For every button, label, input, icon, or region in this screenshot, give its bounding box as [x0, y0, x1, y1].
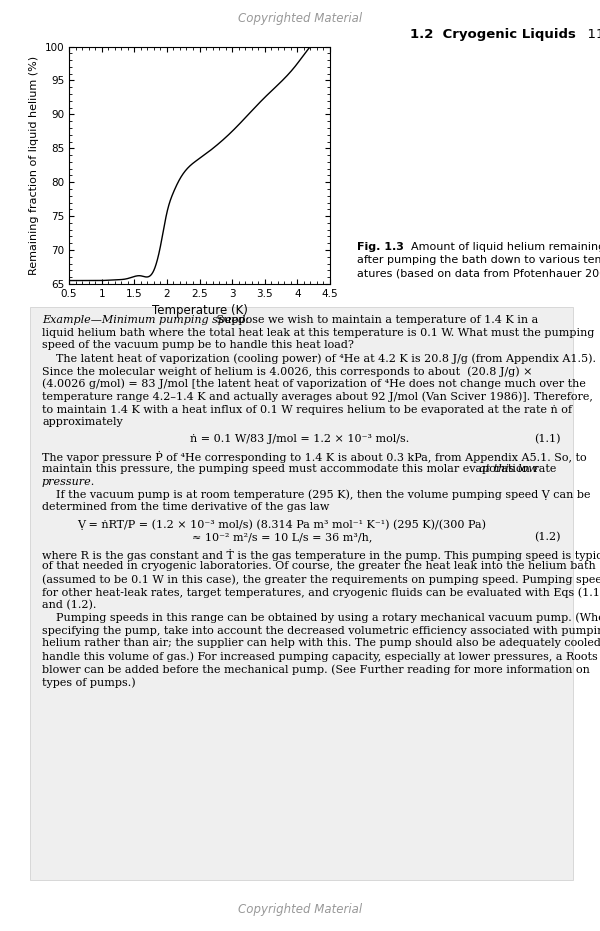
Text: of that needed in cryogenic laboratories. Of course, the greater the heat leak i: of that needed in cryogenic laboratories… [42, 561, 596, 572]
Text: Since the molecular weight of helium is 4.0026, this corresponds to about  (20.8: Since the molecular weight of helium is … [42, 366, 533, 377]
Text: The vapor pressure Ṗ of ⁴He corresponding to 1.4 K is about 0.3 kPa, from Append: The vapor pressure Ṗ of ⁴He correspondin… [42, 451, 587, 463]
Text: Pumping speeds in this range can be obtained by using a rotary mechanical vacuum: Pumping speeds in this range can be obta… [42, 613, 600, 624]
Text: determined from the time derivative of the gas law: determined from the time derivative of t… [42, 502, 329, 512]
Text: approximately: approximately [42, 417, 123, 427]
Text: after pumping the bath down to various temper-: after pumping the bath down to various t… [357, 255, 600, 265]
Text: and (1.2).: and (1.2). [42, 600, 97, 610]
Text: If the vacuum pump is at room temperature (295 K), then the volume pumping speed: If the vacuum pump is at room temperatur… [42, 490, 590, 500]
Text: (1.1): (1.1) [535, 434, 561, 444]
Text: 11: 11 [579, 28, 600, 41]
Text: liquid helium bath where the total heat leak at this temperature is 0.1 W. What : liquid helium bath where the total heat … [42, 328, 595, 338]
Text: Ṿ = ṅRT/P = (1.2 × 10⁻³ mol/s) (8.314 Pa m³ mol⁻¹ K⁻¹) (295 K)/(300 Pa): Ṿ = ṅRT/P = (1.2 × 10⁻³ mol/s) (8.314 Pa… [77, 519, 487, 530]
Text: Copyrighted Material: Copyrighted Material [238, 11, 362, 24]
Text: temperature range 4.2–1.4 K and actually averages about 92 J/mol (Van Sciver 198: temperature range 4.2–1.4 K and actually… [42, 392, 593, 402]
Text: for other heat-leak rates, target temperatures, and cryogenic fluids can be eval: for other heat-leak rates, target temper… [42, 587, 600, 598]
Text: Example—Minimum pumping speed:: Example—Minimum pumping speed: [42, 315, 249, 325]
Text: ≈ 10⁻² m²/s = 10 L/s = 36 m³/h,: ≈ 10⁻² m²/s = 10 L/s = 36 m³/h, [192, 532, 372, 542]
Text: maintain this pressure, the pumping speed must accommodate this molar evaporatio: maintain this pressure, the pumping spee… [42, 464, 560, 474]
Text: Amount of liquid helium remaining: Amount of liquid helium remaining [404, 242, 600, 252]
Text: Fig. 1.3: Fig. 1.3 [357, 242, 404, 252]
Text: The latent heat of vaporization (cooling power) of ⁴He at 4.2 K is 20.8 J/g (fro: The latent heat of vaporization (cooling… [42, 353, 596, 364]
Text: speed of the vacuum pump be to handle this heat load?: speed of the vacuum pump be to handle th… [42, 341, 354, 350]
Text: to maintain 1.4 K with a heat influx of 0.1 W requires helium to be evaporated a: to maintain 1.4 K with a heat influx of … [42, 405, 572, 414]
Text: pressure.: pressure. [42, 477, 95, 487]
Text: Suppose we wish to maintain a temperature of 1.4 K in a: Suppose we wish to maintain a temperatur… [213, 315, 538, 325]
Y-axis label: Remaining fraction of liquid helium (%): Remaining fraction of liquid helium (%) [29, 56, 39, 275]
Text: (1.2): (1.2) [535, 532, 561, 542]
Text: ṅ = 0.1 W/83 J/mol = 1.2 × 10⁻³ mol/s.: ṅ = 0.1 W/83 J/mol = 1.2 × 10⁻³ mol/s. [190, 434, 410, 444]
Text: types of pumps.): types of pumps.) [42, 677, 136, 688]
Text: blower can be added before the mechanical pump. (See Further reading for more in: blower can be added before the mechanica… [42, 664, 590, 675]
Text: specifying the pump, take into account the decreased volumetric efficiency assoc: specifying the pump, take into account t… [42, 626, 600, 636]
Text: handle this volume of gas.) For increased pumping capacity, especially at lower : handle this volume of gas.) For increase… [42, 652, 598, 662]
Text: (assumed to be 0.1 W in this case), the greater the requirements on pumping spee: (assumed to be 0.1 W in this case), the … [42, 574, 600, 585]
Text: (4.0026 g/mol) = 83 J/mol [the latent heat of vaporization of ⁴He does not chang: (4.0026 g/mol) = 83 J/mol [the latent he… [42, 379, 586, 389]
Text: Copyrighted Material: Copyrighted Material [238, 903, 362, 916]
Text: atures (based on data from Pfotenhauer 2002).: atures (based on data from Pfotenhauer 2… [357, 268, 600, 278]
Text: helium rather than air; the supplier can help with this. The pump should also be: helium rather than air; the supplier can… [42, 639, 600, 649]
Text: at this low: at this low [479, 464, 538, 474]
Text: 1.2  Cryogenic Liquids: 1.2 Cryogenic Liquids [410, 28, 576, 41]
Text: where R is the gas constant and Ṫ is the gas temperature in the pump. This pumpi: where R is the gas constant and Ṫ is the… [42, 548, 600, 560]
X-axis label: Temperature (K): Temperature (K) [152, 304, 247, 317]
